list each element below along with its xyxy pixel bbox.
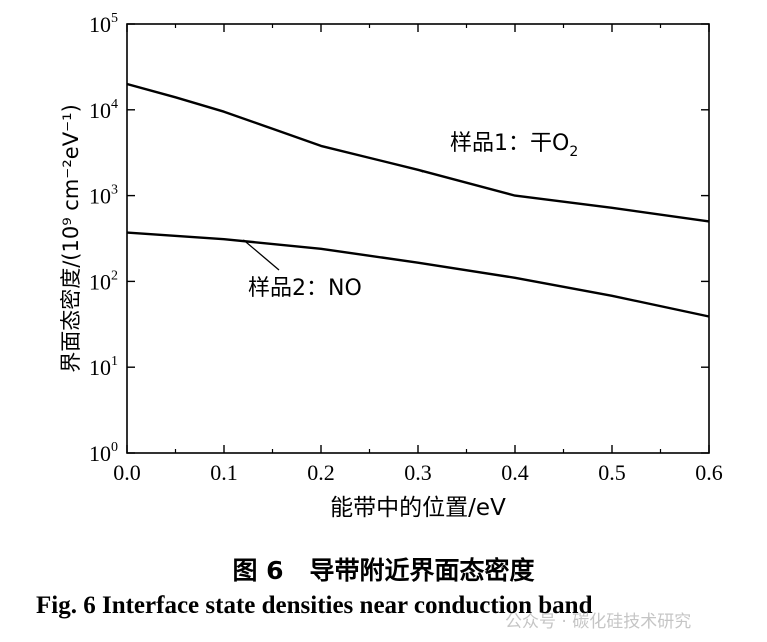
x-tick-label: 0.6: [695, 460, 723, 485]
x-tick-label: 0.4: [501, 460, 529, 485]
y-tick-label: 102: [89, 268, 118, 294]
watermark: 公众号 · 碳化硅技术研究: [505, 612, 692, 632]
y-tick-label: 104: [89, 97, 118, 123]
y-tick-label: 105: [89, 11, 118, 37]
x-tick-label: 0.3: [404, 460, 432, 485]
series-line-2: [126, 231, 710, 318]
series-label-1: 样品1：干O2: [450, 131, 578, 160]
figure-caption-english: Fig. 6 Interface state densities near co…: [36, 592, 593, 619]
caption-cn-number: 图 6: [232, 556, 284, 585]
series-label-2: 样品2：NO: [248, 276, 362, 301]
y-tick-label: 103: [89, 183, 118, 209]
x-tick-label: 0.1: [210, 460, 238, 485]
series-label-leader-2: [242, 239, 280, 271]
series-label-leader-1: [417, 169, 424, 173]
figure-caption-chinese: 图 6 导带附近界面态密度: [0, 551, 767, 587]
caption-cn-title: 导带附近界面态密度: [309, 556, 535, 585]
chart-plot: 0.0 0.1 0.2 0.3 0.4 0.5 0.6 100 101 102 103 104 105 能…: [59, 11, 723, 521]
y-tick-label: 100: [89, 440, 118, 466]
y-axis-label: 界面态密度/(10⁹ cm⁻²eV⁻¹): [59, 104, 83, 373]
series-line-1: [126, 82, 710, 223]
x-tick-label: 0.5: [598, 460, 626, 485]
x-tick-label: 0.2: [307, 460, 335, 485]
x-axis-label: 能带中的位置/eV: [330, 495, 506, 521]
x-tick-label: 0.0: [113, 460, 141, 485]
y-tick-label: 101: [89, 354, 118, 380]
